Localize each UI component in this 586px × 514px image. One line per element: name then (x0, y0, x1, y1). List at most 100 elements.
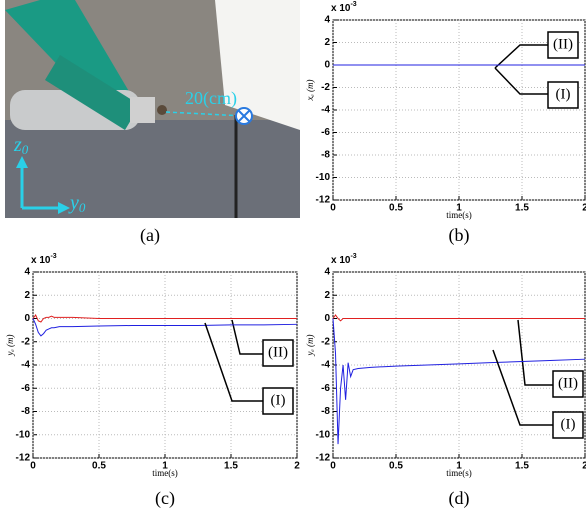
y-tick-label: 0 (324, 313, 330, 324)
multiplier-exponent: -3 (350, 1, 356, 8)
caption: (c) (155, 488, 175, 509)
multiplier-exponent: -3 (50, 253, 56, 260)
leader-line (494, 67, 548, 95)
target-cross (237, 109, 251, 123)
line-series (332, 318, 586, 445)
y-tick-label: -6 (321, 127, 330, 138)
y-tick-label: 0 (24, 313, 30, 324)
series-label: (I) (271, 392, 286, 408)
distance-label: 20(cm) (185, 88, 237, 109)
x-tick-label: 0.5 (92, 461, 106, 472)
annotation-box (552, 411, 584, 439)
line-series (32, 318, 298, 337)
y-tick-label: -12 (316, 453, 331, 464)
x-tick-label: 2 (294, 461, 300, 472)
series-label: (I) (556, 86, 571, 102)
multiplier-base: x 10 (331, 3, 351, 14)
x-tick-label: 1 (456, 461, 462, 472)
y-tick-label: -6 (21, 383, 30, 394)
y-tick-label: -8 (21, 406, 30, 417)
x-tick-label: 0 (330, 203, 336, 214)
y-tick-label: -4 (321, 360, 330, 371)
z-label: z (13, 134, 22, 156)
line-series (332, 314, 585, 322)
annotation-box (262, 339, 294, 367)
y-tick-label: 2 (24, 290, 30, 301)
x-tick-label: 2 (582, 203, 586, 214)
x-tick-label: 1.5 (515, 461, 529, 472)
y-axis-label: yₑ (m) (305, 334, 315, 356)
leader-line (231, 319, 263, 355)
y-tick-label: 0 (324, 60, 330, 71)
y-axis-label: xₑ (m) (305, 79, 315, 101)
leader-line (492, 349, 553, 426)
series-label: (II) (553, 36, 573, 52)
photo-panel: 20(cm) z0 y0 (a) (5, 0, 300, 246)
y-tick-label: -10 (316, 172, 331, 183)
caption: (b) (449, 225, 470, 246)
x-tick-label: 1 (456, 203, 462, 214)
y-arrowhead (58, 202, 70, 214)
y-tick-label: -10 (316, 429, 331, 440)
poster (215, 0, 300, 130)
leader-line (494, 44, 548, 69)
x-axis-label: time(s) (152, 468, 178, 478)
leader-line (204, 322, 263, 402)
annotation-box (547, 31, 579, 59)
y-tick-label: -6 (321, 383, 330, 394)
x-tick-label: 0 (330, 461, 336, 472)
axis-multiplier: x 10-3 (331, 253, 357, 266)
series-label: (II) (268, 344, 288, 360)
y-tick-label: -2 (21, 336, 30, 347)
x-tick-label: 0 (30, 461, 36, 472)
tool-tip (157, 105, 167, 115)
y-tick-label: -12 (316, 195, 331, 206)
z-axis-label: z0 (13, 134, 29, 157)
y-tick-label: 2 (324, 290, 330, 301)
series-label: (II) (558, 375, 578, 391)
y-tick-label: -12 (16, 453, 31, 464)
photo-floor (5, 120, 300, 218)
multiplier-base: x 10 (331, 255, 351, 266)
y-tick-label: 4 (24, 267, 30, 278)
x-tick-label: 1 (162, 461, 168, 472)
series-label: (I) (561, 416, 576, 432)
multiplier-base: x 10 (31, 255, 51, 266)
z-sub: 0 (22, 142, 29, 157)
y-label: y (68, 192, 79, 214)
x-tick-label: 1.5 (224, 461, 238, 472)
x-axis-label: time(s) (446, 210, 472, 220)
x-tick-label: 2 (582, 461, 586, 472)
annotation-box (547, 81, 579, 109)
y-axis-label: y0 (68, 192, 86, 215)
caption: (d) (449, 488, 470, 509)
y-tick-label: -10 (16, 429, 31, 440)
leader-line (517, 319, 553, 386)
y-tick-label: 2 (324, 37, 330, 48)
y-tick-label: -8 (321, 150, 330, 161)
caption: (a) (140, 225, 160, 246)
y-axis-label: yₑ (m) (5, 334, 15, 356)
tool (130, 97, 155, 123)
x-tick-label: 0.5 (389, 461, 403, 472)
y-sub: 0 (79, 200, 86, 215)
x-tick-label: 1.5 (515, 203, 529, 214)
z-arrowhead (16, 156, 28, 168)
x-tick-label: 0.5 (389, 203, 403, 214)
robot-link (45, 55, 140, 130)
multiplier-exponent: -3 (350, 253, 356, 260)
x-axis-label: time(s) (446, 468, 472, 478)
y-tick-label: -4 (21, 360, 30, 371)
axis-multiplier: x 10-3 (331, 1, 357, 14)
y-tick-label: -4 (321, 105, 330, 116)
y-tick-label: 4 (324, 15, 330, 26)
y-tick-label: -2 (321, 336, 330, 347)
y-tick-label: 4 (324, 267, 330, 278)
y-tick-label: -2 (321, 82, 330, 93)
annotation-box (262, 387, 294, 415)
distance-line (165, 111, 245, 117)
